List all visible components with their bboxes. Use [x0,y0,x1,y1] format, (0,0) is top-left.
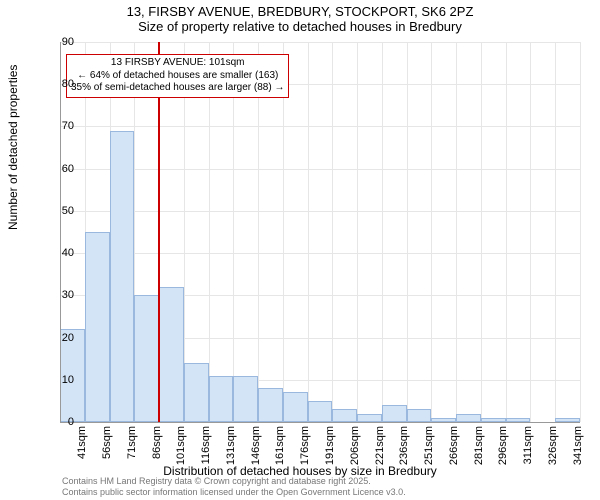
x-tick-label: 176sqm [299,426,311,465]
gridline-v [332,42,333,422]
page-title-2: Size of property relative to detached ho… [0,19,600,34]
x-tick-label: 281sqm [473,426,485,465]
x-tick-label: 326sqm [547,426,559,465]
gridline-v [431,42,432,422]
histogram-bar [159,287,184,422]
gridline-h [60,211,580,212]
x-tick-label: 311sqm [522,426,534,464]
x-tick-label: 41sqm [76,426,88,459]
x-tick-label: 101sqm [175,426,187,465]
histogram-bar [283,392,308,422]
annotation-box: 13 FIRSBY AVENUE: 101sqm← 64% of detache… [66,54,289,98]
x-tick-label: 116sqm [200,426,212,464]
gridline-v [580,42,581,422]
gridline-v [506,42,507,422]
footer-line-1: Contains HM Land Registry data © Crown c… [62,476,406,487]
x-tick-label: 131sqm [225,426,237,465]
x-tick-label: 221sqm [374,426,386,465]
chart-plot-area: 13 FIRSBY AVENUE: 101sqm← 64% of detache… [60,42,580,422]
histogram-bar [233,376,258,422]
histogram-bar [85,232,110,422]
gridline-v [530,42,531,422]
gridline-v [456,42,457,422]
y-tick-label: 60 [46,163,74,175]
y-tick-label: 20 [46,332,74,344]
histogram-bar [110,131,135,422]
histogram-bar [184,363,209,422]
page-title-1: 13, FIRSBY AVENUE, BREDBURY, STOCKPORT, … [0,4,600,19]
histogram-bar [209,376,234,422]
y-tick-label: 50 [46,205,74,217]
gridline-h [60,253,580,254]
annotation-line: 13 FIRSBY AVENUE: 101sqm [71,57,284,70]
gridline-v [357,42,358,422]
histogram-bar [332,409,357,422]
y-tick-label: 10 [46,374,74,386]
gridline-v [308,42,309,422]
y-tick-label: 80 [46,78,74,90]
annotation-line: ← 64% of detached houses are smaller (16… [71,70,284,83]
x-tick-label: 71sqm [126,426,138,459]
footer-line-2: Contains public sector information licen… [62,487,406,498]
histogram-bar [407,409,432,422]
gridline-h [60,42,580,43]
gridline-h [60,169,580,170]
x-tick-label: 86sqm [151,426,163,459]
reference-line [158,42,160,422]
histogram-bar [382,405,407,422]
histogram-bar [308,401,333,422]
x-tick-label: 251sqm [423,426,435,465]
histogram-bar [357,414,382,422]
y-tick-label: 0 [46,416,74,428]
gridline-v [209,42,210,422]
x-tick-label: 341sqm [572,426,584,465]
y-tick-label: 30 [46,289,74,301]
histogram-bar [134,295,159,422]
gridline-v [233,42,234,422]
y-axis-label: Number of detached properties [6,65,20,230]
footer-attribution: Contains HM Land Registry data © Crown c… [62,476,406,498]
gridline-v [382,42,383,422]
x-tick-label: 206sqm [349,426,361,465]
x-tick-label: 236sqm [398,426,410,465]
x-tick-label: 296sqm [497,426,509,465]
gridline-v [258,42,259,422]
histogram-bar [258,388,283,422]
title-block: 13, FIRSBY AVENUE, BREDBURY, STOCKPORT, … [0,0,600,34]
x-tick-label: 161sqm [274,426,286,465]
y-tick-label: 40 [46,247,74,259]
y-tick-label: 90 [46,36,74,48]
gridline-v [555,42,556,422]
x-tick-label: 56sqm [101,426,113,459]
histogram-bar [456,414,481,422]
x-tick-label: 266sqm [448,426,460,465]
x-tick-label: 146sqm [250,426,262,465]
gridline-v [481,42,482,422]
gridline-v [283,42,284,422]
axis-line [60,42,61,422]
y-tick-label: 70 [46,120,74,132]
x-tick-label: 191sqm [324,426,336,465]
annotation-line: 35% of semi-detached houses are larger (… [71,82,284,95]
gridline-h [60,126,580,127]
gridline-v [407,42,408,422]
axis-line [60,422,580,423]
